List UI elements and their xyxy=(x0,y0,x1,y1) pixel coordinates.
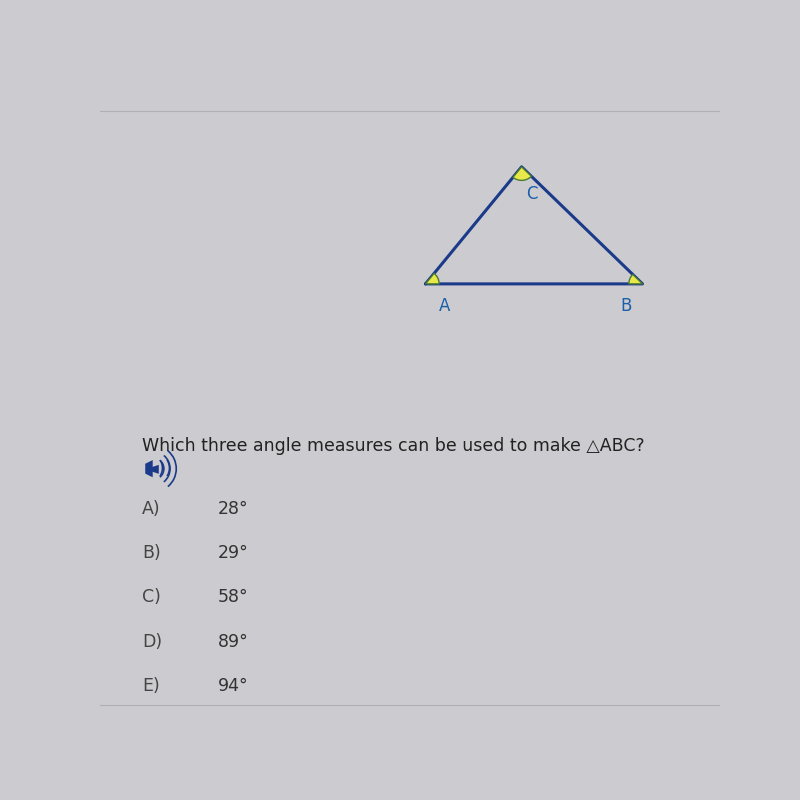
Text: E): E) xyxy=(142,677,160,695)
Wedge shape xyxy=(513,167,531,180)
Text: D): D) xyxy=(142,633,162,650)
Text: A): A) xyxy=(142,500,161,518)
Text: B): B) xyxy=(142,544,161,562)
Wedge shape xyxy=(629,274,642,284)
Text: 94°: 94° xyxy=(218,677,249,695)
Text: B: B xyxy=(621,298,632,315)
Text: Which three angle measures can be used to make △ABC?: Which three angle measures can be used t… xyxy=(142,437,645,455)
Text: 58°: 58° xyxy=(218,589,249,606)
Text: 89°: 89° xyxy=(218,633,249,650)
Polygon shape xyxy=(146,460,153,478)
Text: A: A xyxy=(439,298,450,315)
Wedge shape xyxy=(426,274,439,284)
Text: ◄)): ◄)) xyxy=(146,460,173,478)
Text: C: C xyxy=(526,186,538,203)
Text: 28°: 28° xyxy=(218,500,249,518)
Text: C): C) xyxy=(142,589,161,606)
Text: 29°: 29° xyxy=(218,544,249,562)
